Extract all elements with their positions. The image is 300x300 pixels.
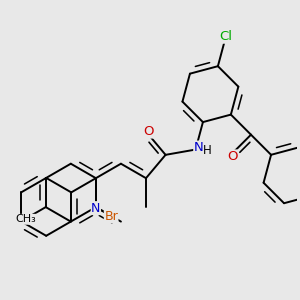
Text: CH₃: CH₃ — [16, 214, 37, 224]
Text: N: N — [194, 141, 203, 154]
Text: N: N — [91, 202, 101, 214]
Text: O: O — [227, 150, 238, 163]
Text: Br: Br — [104, 210, 118, 223]
Text: H: H — [203, 144, 212, 157]
Text: O: O — [143, 125, 154, 138]
Text: Cl: Cl — [219, 30, 232, 43]
